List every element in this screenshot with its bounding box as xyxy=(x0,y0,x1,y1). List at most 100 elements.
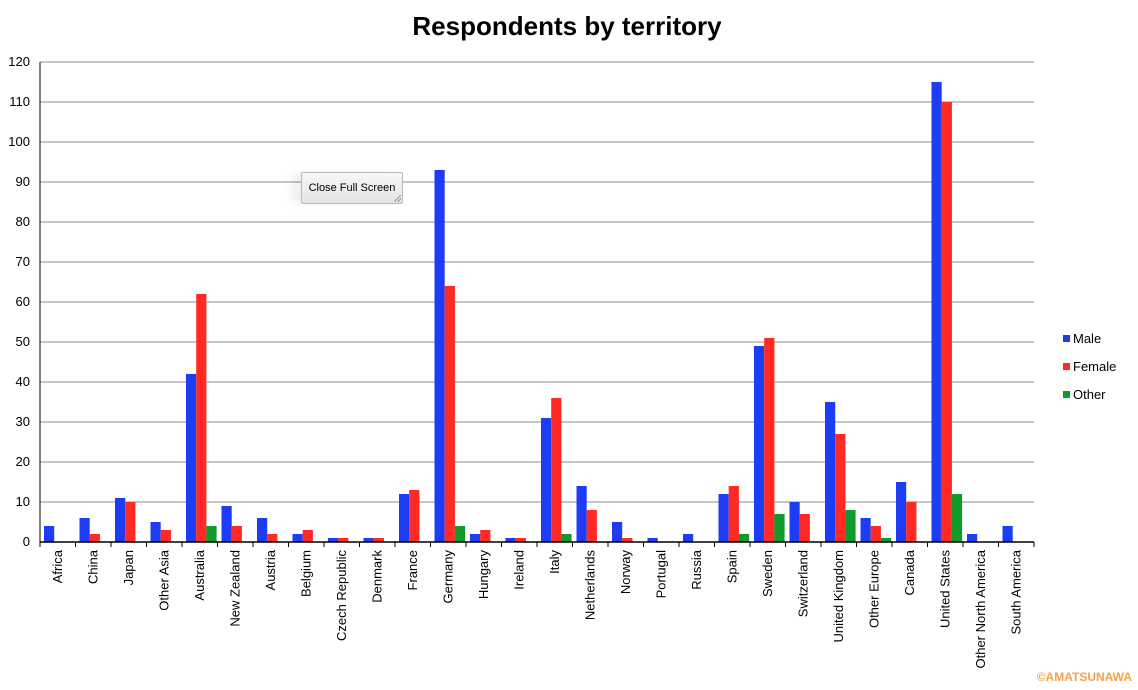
bar-other xyxy=(561,534,572,542)
bar-female xyxy=(941,102,952,542)
x-category-label: Portugal xyxy=(653,550,668,599)
bar-male xyxy=(399,494,410,542)
bar-male xyxy=(647,538,658,542)
bar-female xyxy=(125,502,136,542)
bar-male xyxy=(896,482,907,542)
x-category-label: Norway xyxy=(618,550,633,595)
x-category-label: Russia xyxy=(689,549,704,590)
bar-male xyxy=(221,506,232,542)
x-category-label: Austria xyxy=(263,549,278,590)
legend: Male Female Other xyxy=(1063,331,1116,402)
bar-male xyxy=(860,518,871,542)
bar-male xyxy=(931,82,942,542)
y-tick-label: 70 xyxy=(16,254,30,269)
bar-other xyxy=(738,534,750,542)
legend-swatch-other xyxy=(1063,391,1070,398)
bar-male xyxy=(328,538,339,542)
bar-male xyxy=(363,538,374,542)
bar-male xyxy=(541,418,552,542)
bar-female xyxy=(515,538,526,542)
y-tick-label: 110 xyxy=(9,94,30,109)
bar-other xyxy=(206,526,217,542)
x-category-label: Italy xyxy=(547,550,562,574)
resize-grip-icon xyxy=(394,195,401,202)
bars xyxy=(44,82,1013,542)
x-category-label: Netherlands xyxy=(582,550,597,621)
x-category-label: France xyxy=(405,550,420,590)
close-full-screen-button[interactable]: Close Full Screen xyxy=(301,172,403,204)
bar-female xyxy=(622,538,633,542)
bar-male xyxy=(683,534,694,542)
x-category-label: New Zealand xyxy=(227,550,242,627)
bar-female xyxy=(196,294,207,542)
x-category-label: Japan xyxy=(121,550,136,585)
watermark: ©AMATSUNAWA xyxy=(1036,670,1132,684)
x-category-label: China xyxy=(85,549,100,584)
y-tick-label: 40 xyxy=(16,374,30,389)
bar-female xyxy=(764,338,775,542)
y-tick-label: 100 xyxy=(8,134,30,149)
legend-swatch-male xyxy=(1063,335,1070,342)
x-category-label: Switzerland xyxy=(795,550,810,617)
bar-male xyxy=(115,498,126,542)
bar-male xyxy=(718,494,729,542)
legend-label-male: Male xyxy=(1073,331,1101,346)
bar-male xyxy=(470,534,481,542)
bar-female xyxy=(409,490,420,542)
bar-female xyxy=(906,502,917,542)
bar-female xyxy=(870,526,881,542)
bar-male xyxy=(186,374,197,542)
x-category-label: United States xyxy=(937,550,952,629)
bar-female xyxy=(480,530,491,542)
bar-female xyxy=(373,538,384,542)
y-tick-label: 10 xyxy=(16,494,30,509)
bar-male xyxy=(44,526,55,542)
bar-male xyxy=(257,518,268,542)
x-category-label: Spain xyxy=(724,550,739,583)
x-category-label: Other Asia xyxy=(156,549,171,610)
bar-female xyxy=(835,434,846,542)
bar-female xyxy=(160,530,171,542)
x-category-label: United Kingdom xyxy=(831,550,846,643)
x-category-label: Belgium xyxy=(298,550,313,597)
y-axis-ticks: 0 10 20 30 40 50 60 70 80 90 100 110 120 xyxy=(8,54,30,549)
chart-title: Respondents by territory xyxy=(412,11,722,41)
y-tick-label: 60 xyxy=(16,294,30,309)
bar-other xyxy=(454,526,466,542)
bar-other xyxy=(845,510,856,542)
x-axis-labels: Africa China Japan Other Asia Australia New Z… xyxy=(50,549,1024,668)
legend-label-other: Other xyxy=(1073,387,1106,402)
bar-male xyxy=(505,538,516,542)
bar-male xyxy=(79,518,90,542)
y-tick-label: 80 xyxy=(16,214,30,229)
bar-female xyxy=(551,398,562,542)
x-category-label: Australia xyxy=(192,549,207,600)
x-category-label: Germany xyxy=(440,550,455,604)
bar-female xyxy=(302,530,313,542)
bar-other xyxy=(774,514,785,542)
y-tick-label: 120 xyxy=(8,54,30,69)
y-tick-label: 0 xyxy=(23,534,30,549)
bar-female xyxy=(586,510,597,542)
bar-male xyxy=(754,346,765,542)
bar-female xyxy=(728,486,739,542)
bar-male xyxy=(825,402,836,542)
bar-other xyxy=(951,494,963,542)
bar-female xyxy=(444,286,455,542)
legend-swatch-female xyxy=(1063,363,1070,370)
close-full-screen-label: Close Full Screen xyxy=(308,182,396,194)
bar-male xyxy=(292,534,303,542)
bar-male xyxy=(612,522,623,542)
bar-female xyxy=(231,526,242,542)
x-category-label: Other Europe xyxy=(866,550,881,628)
x-category-label: Czech Republic xyxy=(334,550,349,642)
bar-other xyxy=(880,538,892,542)
axes xyxy=(39,62,1035,547)
x-category-label: Ireland xyxy=(511,550,526,590)
x-category-label: Hungary xyxy=(476,550,491,600)
y-tick-label: 50 xyxy=(16,334,30,349)
bar-male xyxy=(434,170,445,542)
bar-female xyxy=(338,538,349,542)
y-tick-label: 90 xyxy=(16,174,30,189)
